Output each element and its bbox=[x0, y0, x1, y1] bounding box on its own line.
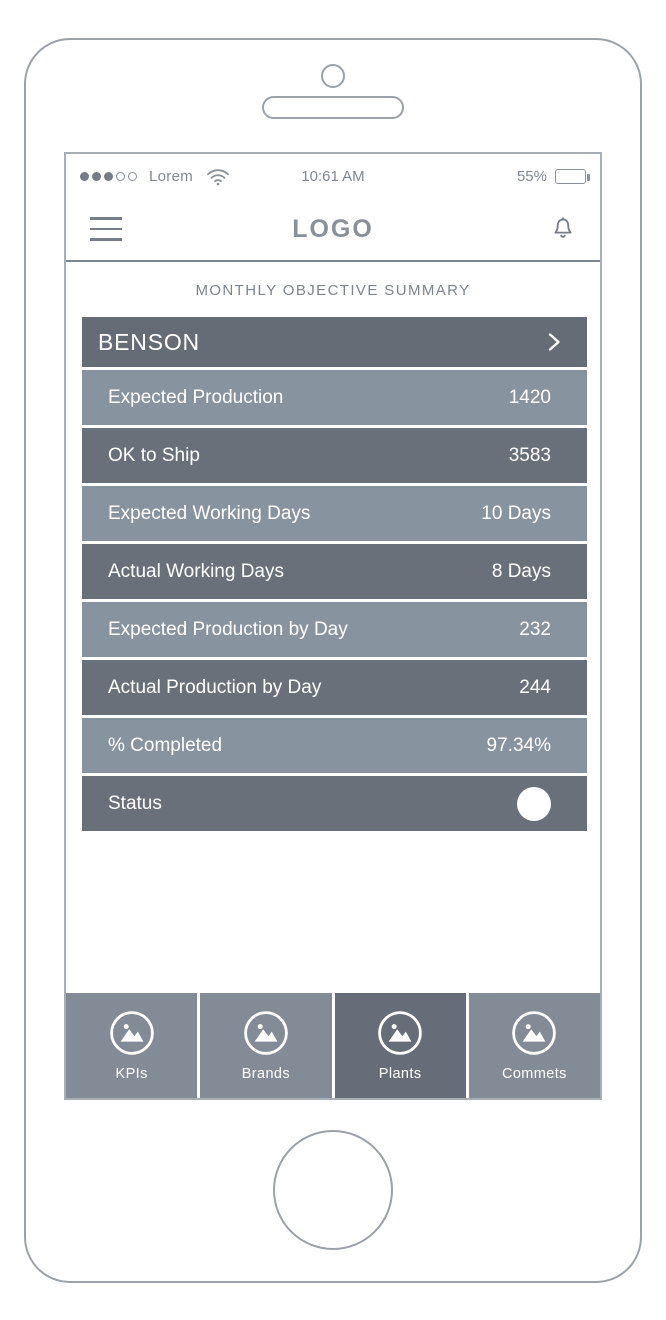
row-label: Expected Production bbox=[108, 386, 284, 408]
table-row: Expected Production 1420 bbox=[82, 370, 587, 425]
row-value: 244 bbox=[519, 676, 551, 698]
row-label: Expected Working Days bbox=[108, 502, 311, 524]
notification-bell-icon[interactable] bbox=[550, 215, 576, 243]
row-label: % Completed bbox=[108, 734, 223, 756]
row-value: 3583 bbox=[508, 444, 551, 466]
battery-percent-label: 55% bbox=[516, 167, 547, 185]
summary-rows: Expected Production 1420 OK to Ship 3583 Exp… bbox=[82, 370, 587, 831]
row-label: Actual Production by Day bbox=[108, 676, 322, 698]
nav-tab-plants[interactable]: Plants bbox=[334, 993, 466, 1098]
hamburger-menu-icon[interactable] bbox=[90, 217, 122, 241]
home-button[interactable] bbox=[273, 1130, 393, 1250]
nav-tab-label: Commets bbox=[501, 1066, 567, 1082]
table-row: Actual Working Days 8 Days bbox=[82, 544, 587, 599]
row-value: 97.34% bbox=[486, 734, 551, 756]
battery-icon bbox=[555, 168, 590, 184]
nav-tab-label: Brands bbox=[241, 1066, 291, 1082]
table-row: % Completed 97.34% bbox=[82, 718, 587, 773]
nav-tab-label: Plants bbox=[378, 1066, 422, 1082]
row-label: Status bbox=[108, 792, 162, 814]
image-icon bbox=[108, 1009, 156, 1057]
phone-speaker bbox=[262, 96, 404, 119]
image-icon bbox=[510, 1009, 558, 1057]
app-header: LOGO bbox=[66, 198, 600, 262]
row-value: 10 Days bbox=[481, 502, 551, 524]
status-bar-left: Lorem bbox=[80, 166, 231, 186]
row-value: 8 Days bbox=[491, 560, 551, 582]
app-logo: LOGO bbox=[292, 214, 374, 243]
nav-tab-label: KPIs bbox=[115, 1066, 148, 1082]
table-row: Expected Working Days 10 Days bbox=[82, 486, 587, 541]
status-bar-right: 55% bbox=[516, 167, 590, 185]
image-icon bbox=[376, 1009, 424, 1057]
table-row: Status bbox=[82, 776, 587, 831]
table-row: Expected Production by Day 232 bbox=[82, 602, 587, 657]
signal-strength-icon bbox=[80, 171, 137, 181]
page-title: MONTHLY OBJECTIVE SUMMARY bbox=[195, 282, 471, 299]
nav-tab-brands[interactable]: Brands bbox=[200, 993, 332, 1098]
status-indicator-circle bbox=[517, 786, 551, 821]
bottom-nav: KPIs Brands Plants Commets bbox=[66, 993, 600, 1098]
nav-tab-kpis[interactable]: KPIs bbox=[66, 993, 198, 1098]
row-label: OK to Ship bbox=[108, 444, 200, 466]
carrier-label: Lorem bbox=[149, 167, 194, 185]
wifi-icon bbox=[205, 166, 231, 186]
row-label: Actual Working Days bbox=[108, 560, 284, 582]
table-row: Actual Production by Day 244 bbox=[82, 660, 587, 715]
table-header-benson[interactable]: BENSON bbox=[82, 317, 587, 367]
app-screen: Lorem 10:61 AM 55% bbox=[64, 152, 602, 1100]
nav-tab-commets[interactable]: Commets bbox=[468, 993, 600, 1098]
table-row: OK to Ship 3583 bbox=[82, 428, 587, 483]
chevron-right-icon bbox=[543, 330, 565, 354]
summary-table: BENSON Expected Production 1420 OK to Ship… bbox=[82, 317, 587, 834]
row-value: 232 bbox=[519, 618, 551, 640]
table-header-label: BENSON bbox=[98, 328, 200, 355]
phone-camera bbox=[321, 64, 345, 88]
row-value: 1420 bbox=[508, 386, 551, 408]
image-icon bbox=[242, 1009, 290, 1057]
row-label: Expected Production by Day bbox=[108, 618, 348, 640]
status-bar: Lorem 10:61 AM 55% bbox=[66, 154, 600, 198]
